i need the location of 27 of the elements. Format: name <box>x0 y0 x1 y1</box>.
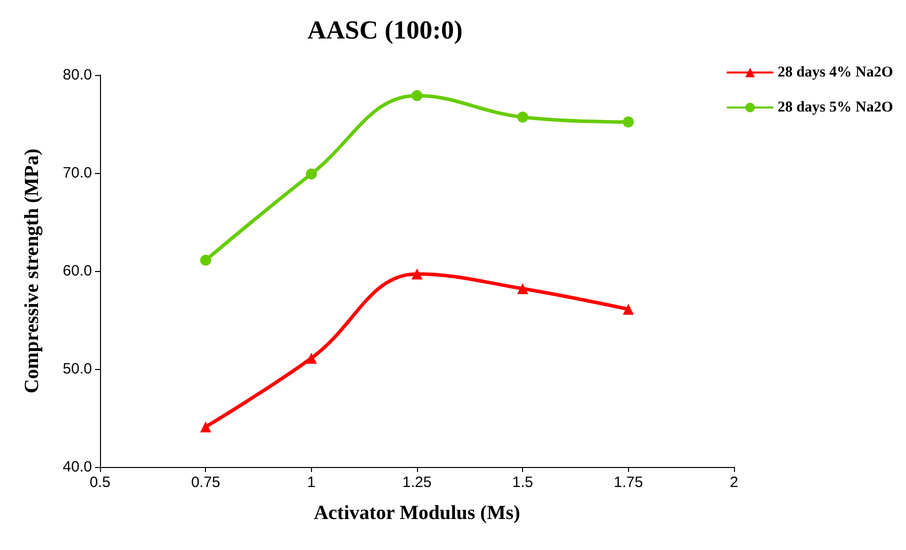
point <box>517 283 528 294</box>
x-axis-title: Activator Modulus (Ms) <box>314 502 520 524</box>
x-tick-label: 1.75 <box>614 474 643 491</box>
point <box>412 90 422 102</box>
x-tick-label: 2 <box>730 474 738 491</box>
legend-label: 28 days 5% Na2O <box>778 100 894 116</box>
y-tick-label: 40.0 <box>62 458 92 476</box>
point <box>517 112 528 123</box>
y-tick-label: 50.0 <box>62 360 92 378</box>
y-tick-label: 60.0 <box>62 262 92 280</box>
legend-label: 28 days 4% Na2O <box>778 64 894 80</box>
x-tick-label: 1.5 <box>512 474 534 491</box>
y-tick-label: 70.0 <box>62 164 92 182</box>
x-tick-label: 0.5 <box>90 474 110 491</box>
point <box>200 421 212 432</box>
chart-title: AASC (100:0) <box>307 16 463 44</box>
point <box>412 268 422 280</box>
y-tick-label: 80.0 <box>62 66 92 84</box>
point <box>306 352 317 364</box>
point <box>622 116 634 128</box>
y-axis-title: Compressive strength (MPa) <box>21 148 43 394</box>
x-tick-label: 1.25 <box>402 474 432 491</box>
point <box>622 304 634 315</box>
x-tick-label: 0.75 <box>191 474 220 491</box>
point <box>306 168 317 180</box>
x-tick-label: 1 <box>307 474 316 491</box>
point <box>200 254 212 266</box>
